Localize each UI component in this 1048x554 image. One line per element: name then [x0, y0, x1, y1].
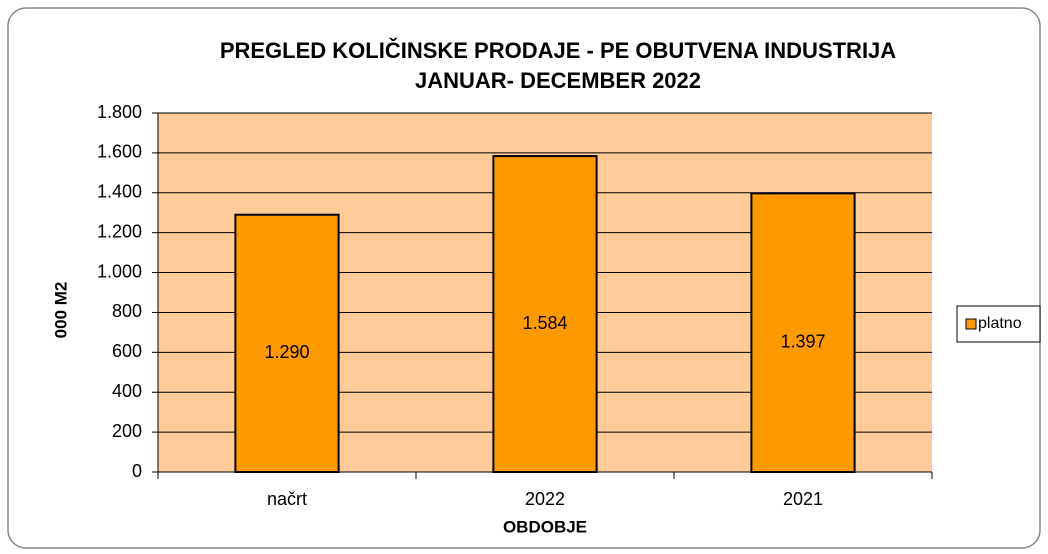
data-label: 1.397 — [780, 331, 825, 351]
chart-title: PREGLED KOLIČINSKE PRODAJE - PE OBUTVENA… — [220, 38, 896, 63]
y-tick-label: 0 — [132, 461, 142, 481]
chart-title: JANUAR- DECEMBER 2022 — [415, 68, 701, 93]
legend-label: platno — [978, 315, 1022, 332]
y-tick-label: 1.200 — [97, 221, 142, 241]
y-tick-label: 1.400 — [97, 182, 142, 202]
x-tick-label: 2022 — [525, 489, 565, 509]
y-tick-label: 1.800 — [97, 102, 142, 122]
y-tick-label: 1.600 — [97, 142, 142, 162]
y-tick-label: 600 — [112, 341, 142, 361]
bar — [492, 155, 598, 474]
data-label: 1.584 — [522, 313, 567, 333]
x-axis-title: OBDOBJE — [503, 517, 587, 536]
y-tick-label: 800 — [112, 301, 142, 321]
y-tick-label: 200 — [112, 421, 142, 441]
y-axis-title: 000 M2 — [51, 282, 70, 339]
legend-swatch — [965, 318, 977, 330]
y-tick-label: 400 — [112, 381, 142, 401]
bar — [234, 213, 340, 473]
x-tick-label: 2021 — [783, 489, 823, 509]
x-tick-label: načrt — [267, 489, 307, 509]
data-label: 1.290 — [264, 342, 309, 362]
bar — [750, 192, 856, 474]
y-tick-label: 1.000 — [97, 261, 142, 281]
